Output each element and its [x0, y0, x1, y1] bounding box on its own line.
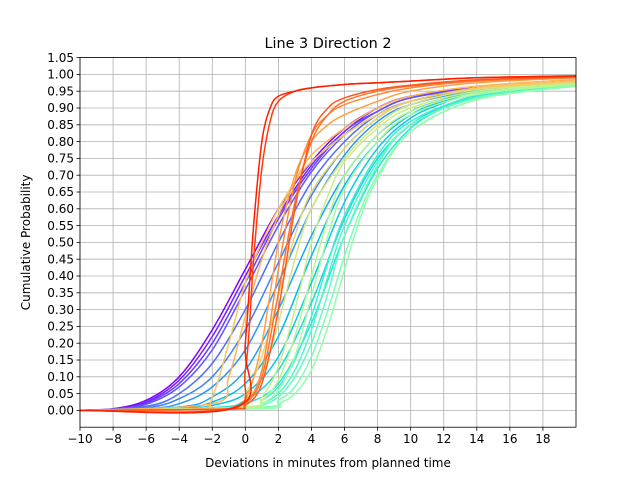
y-tick-label: 0.50: [47, 236, 74, 250]
y-tick-label: 0.60: [47, 202, 74, 216]
y-tick-label: 0.55: [47, 219, 74, 233]
y-tick-label: 0.95: [47, 84, 74, 98]
series-line: [80, 85, 576, 412]
y-tick-label: 0.90: [47, 101, 74, 115]
x-tick-label: 0: [242, 432, 250, 446]
y-tick-label: 0.00: [47, 404, 74, 418]
x-tick-label: 2: [275, 432, 283, 446]
x-tick-label: −10: [67, 432, 92, 446]
y-tick-label: 0.70: [47, 168, 74, 182]
x-tick-label: −8: [104, 432, 122, 446]
chart-title: Line 3 Direction 2: [264, 36, 391, 52]
series-line: [80, 83, 576, 412]
axis-ticks: −10 −8 −6 −4 −2 0 2 4 6 8 10 12 14 16 18 0.00 0.05 0.10 0.…: [47, 51, 550, 446]
y-tick-label: 0.15: [47, 353, 74, 367]
y-tick-label: 0.20: [47, 336, 74, 350]
y-tick-label: 0.30: [47, 303, 74, 317]
y-tick-label: 0.65: [47, 185, 74, 199]
x-axis-label: Deviations in minutes from planned time: [205, 456, 451, 470]
y-tick-label: 0.40: [47, 269, 74, 283]
series-lines: [80, 74, 576, 414]
series-line: [80, 82, 576, 412]
series-line: [80, 83, 576, 412]
x-tick-label: −2: [203, 432, 221, 446]
x-tick-label: 8: [374, 432, 382, 446]
series-line: [80, 80, 576, 412]
y-tick-label: 1.05: [47, 51, 74, 65]
series-line: [80, 82, 576, 412]
x-tick-label: 10: [403, 432, 418, 446]
y-tick-label: 0.85: [47, 118, 74, 132]
y-tick-label: 0.75: [47, 152, 74, 166]
y-tick-label: 1.00: [47, 68, 74, 82]
y-tick-label: 0.05: [47, 387, 74, 401]
x-tick-label: 14: [469, 432, 484, 446]
series-line: [80, 81, 576, 412]
x-tick-label: 18: [535, 432, 550, 446]
y-tick-label: 0.25: [47, 320, 74, 334]
x-tick-label: 6: [341, 432, 349, 446]
x-tick-label: 4: [308, 432, 316, 446]
x-tick-label: −4: [170, 432, 188, 446]
series-line: [80, 75, 576, 412]
x-tick-label: −6: [137, 432, 155, 446]
y-tick-label: 0.80: [47, 135, 74, 149]
y-tick-label: 0.10: [47, 370, 74, 384]
series-line: [80, 74, 576, 414]
x-tick-label: 12: [436, 432, 451, 446]
x-tick-label: 16: [502, 432, 517, 446]
y-tick-label: 0.35: [47, 286, 74, 300]
y-tick-label: 0.45: [47, 252, 74, 266]
y-axis-label: Cumulative Probability: [19, 175, 33, 311]
